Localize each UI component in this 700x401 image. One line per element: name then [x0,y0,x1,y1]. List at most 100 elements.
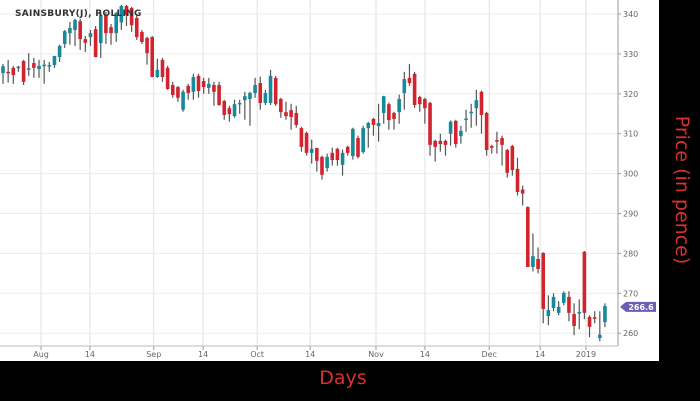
candle-body-down [11,67,16,76]
candle-body-down [417,96,422,105]
candle [525,206,530,267]
candle-body-down [505,150,510,173]
candle [433,139,437,162]
candle [83,35,88,52]
candle [402,71,407,110]
candle-body-down [279,98,283,113]
candle [376,103,381,142]
candle-body-down [109,27,113,34]
candle-body-down [371,118,376,125]
candle [237,99,242,114]
candle [294,105,299,128]
candle [474,89,479,126]
candle-body-down [587,316,592,327]
candle [170,81,175,98]
candle-body-up [577,312,582,314]
candle [62,29,67,48]
candle-body-up [402,79,407,94]
candle-body-up [556,306,561,313]
candle-body-up [469,111,473,114]
candle [232,99,237,118]
candle [201,77,206,94]
candle [572,303,576,336]
candle-body-down [124,6,129,16]
candle [42,59,46,84]
candle-body-down [222,100,227,115]
candle [186,83,191,100]
candle-body-up [42,64,46,67]
candle-body-up [531,256,535,267]
candle [248,91,252,126]
candle-body-up [88,33,93,38]
candle [268,69,273,105]
candle [325,153,329,172]
candle [6,59,10,83]
candle [500,135,504,166]
candle [191,73,196,100]
candle [592,311,597,324]
candle-body-up [381,96,386,113]
candle-body-down [356,138,360,157]
candle-body-down [134,17,139,38]
candle-body-down [78,21,82,40]
candle-body-down [294,112,299,125]
candle-body-up [459,130,463,137]
candlestick-chart: 260 270 280 290 300 310 320 330 340 Aug 14 Sep 14 Oct… [0,0,656,359]
candle-body-up [62,31,67,44]
candle [52,55,57,68]
candle [181,89,185,112]
candle-body-down [443,140,448,145]
candle-body-up [52,55,57,66]
x-tick-label: Aug [33,350,49,359]
candle-body-down [170,85,175,95]
candle [78,18,82,50]
y-axis-title: Price (in pence) [671,115,693,265]
candle [57,44,62,62]
candle [150,35,155,78]
candle [73,18,77,46]
candle [145,36,149,65]
candle [258,76,263,110]
candle-body-down [140,31,144,42]
candle [109,23,113,45]
candle [371,117,376,136]
candle-body-up [376,122,381,127]
candle [26,53,31,76]
candle-body-up [366,122,371,129]
candle [567,291,571,322]
candle-body-down [335,148,340,161]
candle-body-down [345,146,350,153]
candle [284,101,288,120]
candle [299,126,304,152]
candle [515,157,520,196]
x-tick-label: Dec [481,350,496,359]
x-tick-label: Nov [368,350,384,359]
candle-body-down [201,81,206,88]
candle-body-down [392,112,396,119]
candle [330,147,335,166]
candle-body-down [217,85,221,105]
candle-body-up [73,19,77,30]
candle-body-down [258,83,263,103]
candle [304,131,309,156]
candle-body-down [160,59,165,78]
x-tick-label: 14 [85,350,95,359]
candle [124,4,129,26]
candle [495,131,499,154]
candle-body-up [47,65,52,67]
candle [356,135,360,159]
candle [587,315,592,338]
candle [489,144,494,154]
candle-body-down [330,152,335,161]
candle-body-up [340,152,345,165]
candle-body-up [603,306,607,323]
candle-body-down [407,77,412,84]
candle [88,29,93,46]
y-tick-label: 280 [623,249,638,258]
candle-body-down [165,67,170,90]
candle-body-down [83,39,88,43]
candle-body-up [309,148,314,153]
candle-body-down [500,138,504,145]
candle-body-down [196,75,201,92]
y-tick-label: 270 [623,289,638,298]
